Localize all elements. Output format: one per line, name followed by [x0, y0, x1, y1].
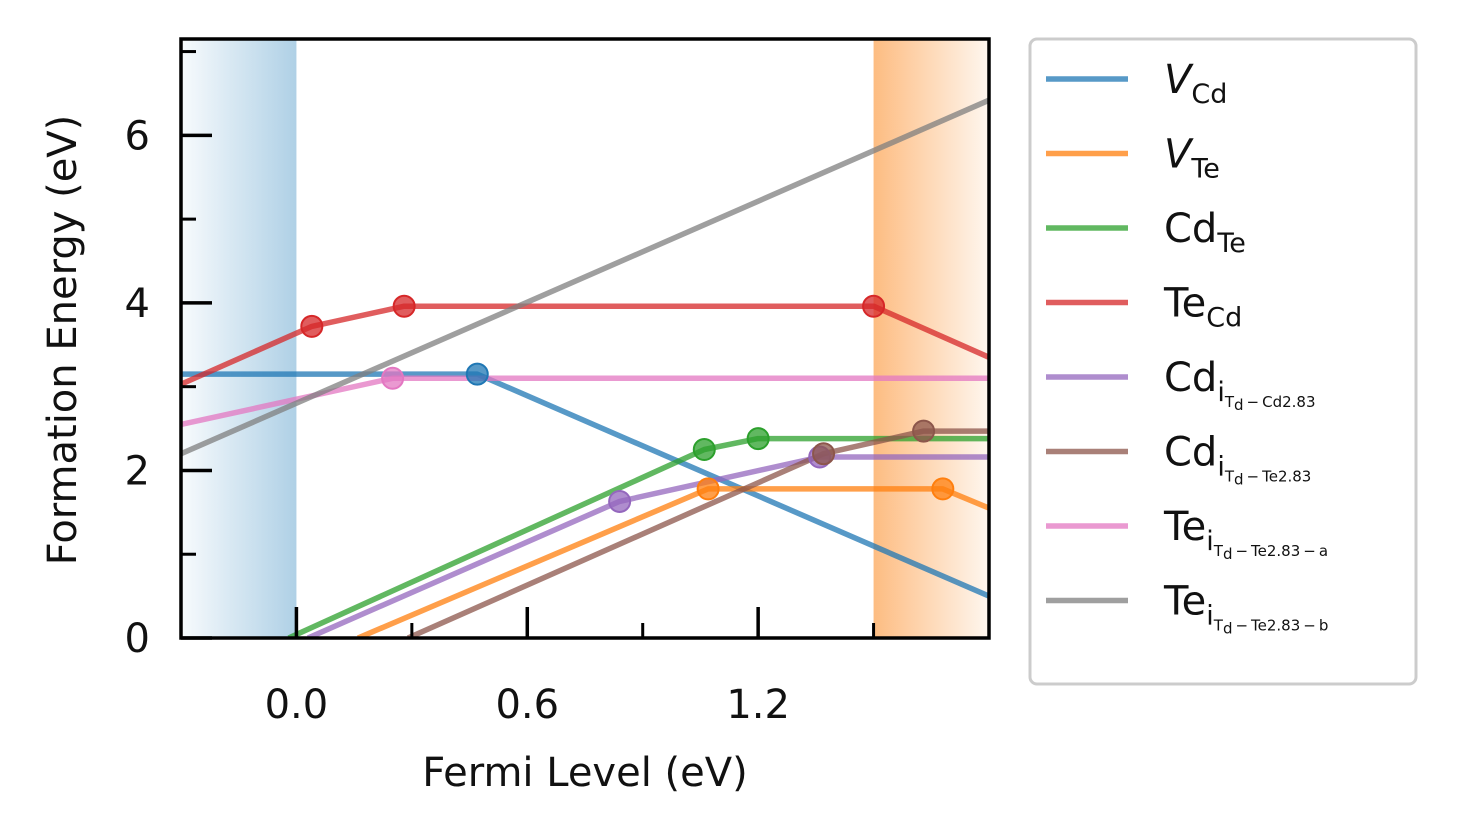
legend-label-7: TeiTd − Te2.83 − b	[1163, 579, 1328, 638]
x-axis-label: Fermi Level (eV)	[422, 750, 747, 796]
series-marker-5-0	[812, 442, 836, 466]
legend-label-6: TeiTd − Te2.83 − a	[1163, 504, 1328, 563]
series-lines	[181, 97, 989, 638]
legend-entries: VCd VTe CdTe TeCd CdiTd − Cd2.83 CdiTd − Te2.…	[1046, 57, 1328, 638]
series-line-2	[287, 435, 989, 638]
x-tick-label-2: 1.2	[726, 682, 790, 728]
series-marker-0-0	[465, 362, 489, 386]
legend-entry-3: TeCd	[1046, 281, 1242, 334]
x-tick-label-0: 0.0	[265, 682, 329, 728]
y-axis-label: Formation Energy (eV)	[40, 115, 86, 566]
series-marker-1-0	[696, 477, 720, 501]
y-tick-label-2: 4	[125, 281, 150, 327]
x-tick-label-1: 0.6	[495, 682, 559, 728]
legend-label-2: CdTe	[1164, 206, 1246, 259]
series-line-4	[306, 454, 989, 638]
legend: VCd VTe CdTe TeCd CdiTd − Cd2.83 CdiTd − Te2.…	[1028, 37, 1418, 686]
series-marker-6-0	[381, 366, 405, 390]
series-line-0	[181, 371, 989, 599]
legend-entry-0: VCd	[1046, 57, 1227, 110]
series-line-1	[356, 486, 989, 638]
y-tick-label-3: 6	[125, 113, 150, 159]
series-marker-4-0	[608, 489, 632, 513]
conduction-band-region	[873, 39, 989, 638]
plot-frame	[179, 37, 991, 640]
legend-entry-4: CdiTd − Cd2.83	[1046, 355, 1316, 414]
valence-band-region	[181, 39, 297, 638]
legend-label-3: TeCd	[1163, 281, 1242, 334]
legend-label-4: CdiTd − Cd2.83	[1164, 355, 1316, 414]
legend-label-1: VTe	[1164, 132, 1220, 185]
series-marker-3-1	[392, 294, 416, 318]
y-tick-label-0: 0	[125, 616, 150, 662]
series-marker-1-1	[931, 477, 955, 501]
legend-entry-5: CdiTd − Te2.83	[1046, 430, 1311, 489]
series-marker-5-1	[912, 419, 936, 443]
legend-entry-7: TeiTd − Te2.83 − b	[1046, 579, 1328, 638]
axis-ticks	[179, 50, 991, 640]
legend-label-5: CdiTd − Te2.83	[1164, 430, 1311, 489]
series-marker-2-0	[692, 438, 716, 462]
tick-labels: 0.0 0.6 1.2 0 2 4 6	[125, 113, 790, 728]
legend-box	[1028, 37, 1418, 686]
band-regions	[181, 39, 989, 638]
series-markers	[300, 294, 955, 513]
y-tick-label-1: 2	[125, 448, 150, 494]
legend-entry-2: CdTe	[1046, 206, 1246, 259]
series-marker-3-2	[862, 294, 886, 318]
legend-entry-1: VTe	[1046, 132, 1220, 185]
series-line-5	[406, 428, 989, 638]
series-marker-2-1	[746, 427, 770, 451]
legend-label-0: VCd	[1164, 57, 1227, 110]
series-marker-3-0	[300, 314, 324, 338]
legend-entry-6: TeiTd − Te2.83 − a	[1046, 504, 1328, 563]
series-line-7	[181, 97, 989, 457]
